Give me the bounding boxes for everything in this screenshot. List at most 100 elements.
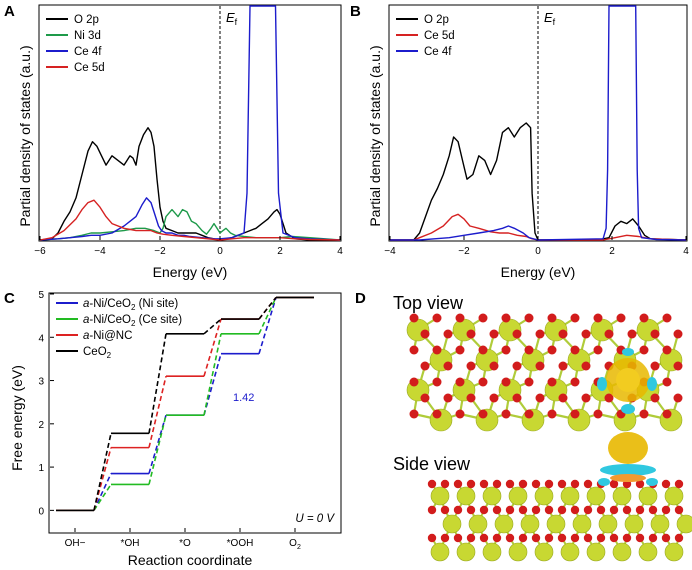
oxygen-atom <box>492 533 502 543</box>
oxygen-atom <box>583 479 593 489</box>
oxygen-atom <box>581 361 591 371</box>
y-tick-label: 1 <box>38 463 44 474</box>
transition-a-ni-ceo2-ni-site <box>93 473 112 511</box>
oxygen-atom <box>635 533 645 543</box>
oxygen-atom <box>512 329 522 339</box>
oxygen-atom <box>544 533 554 543</box>
transition-ceo2 <box>203 318 222 335</box>
x-tick-label: *OOH <box>227 538 254 549</box>
oxygen-atom <box>455 345 465 355</box>
oxygen-atom <box>674 479 684 489</box>
oxygen-atom <box>443 329 453 339</box>
oxygen-atom <box>466 533 476 543</box>
oxygen-atom <box>409 313 419 323</box>
legend-label-o-2p: O 2p <box>424 14 449 26</box>
cerium-atom <box>638 542 658 562</box>
oxygen-atom <box>558 329 568 339</box>
oxygen-atom <box>466 505 476 515</box>
legend-label-a-ni-nc: a-Ni@NC <box>83 330 132 342</box>
panel-c-frame <box>48 292 342 534</box>
oxygen-atom <box>489 393 499 403</box>
oxygen-atom <box>478 345 488 355</box>
series-line-o-2p <box>39 126 340 241</box>
cerium-atom <box>664 486 684 506</box>
x-tick-label: *OH <box>121 538 140 549</box>
oxygen-atom <box>673 393 683 403</box>
oxygen-atom <box>596 533 606 543</box>
oxygen-atom <box>674 533 684 543</box>
oxygen-atom <box>501 345 511 355</box>
series-line-ni-3d <box>39 208 341 241</box>
side-view-label: Side view <box>393 454 471 474</box>
cerium-atom <box>612 486 632 506</box>
oxygen-atom <box>639 345 649 355</box>
oxygen-atom <box>479 505 489 515</box>
panel-letter-d: D <box>355 290 366 307</box>
x-tick-label: OH− <box>65 538 86 549</box>
x-tick-label: O2 <box>289 538 301 551</box>
oxygen-atom <box>518 479 528 489</box>
oxygen-atom <box>524 313 534 323</box>
cerium-atom <box>534 542 554 562</box>
x-tick-label: 0 <box>217 246 223 257</box>
cerium-atom <box>430 542 450 562</box>
panel-a-legend: O 2p Ni 3d Ce 4f Ce 5d <box>46 14 105 74</box>
cerium-atom <box>494 514 514 534</box>
oxygen-atom <box>557 533 567 543</box>
panel-a: A Partial density of states (a.u.) −6 −4−… <box>4 3 343 280</box>
oxygen-atom <box>466 479 476 489</box>
cerium-atom <box>442 514 462 534</box>
oxygen-atom <box>661 479 671 489</box>
oxygen-atom <box>544 479 554 489</box>
cerium-atom <box>468 514 488 534</box>
cerium-atom <box>586 542 606 562</box>
oxygen-atom <box>443 361 453 371</box>
oxygen-atom <box>440 505 450 515</box>
side-view-charge-density <box>598 432 658 486</box>
oxygen-atom <box>524 377 534 387</box>
oxygen-atom <box>453 479 463 489</box>
oxygen-atom <box>570 533 580 543</box>
oxygen-atom <box>650 393 660 403</box>
transition-a-ni-ceo2-ce-site <box>258 297 277 335</box>
series-line-ce-5d <box>390 213 687 241</box>
panel-b-x-ticks: −4 −2 0 2 4 <box>384 236 689 257</box>
legend-label-ce-5d: Ce 5d <box>424 30 455 42</box>
cerium-atom <box>560 542 580 562</box>
charge-depletion-lobe <box>646 478 658 486</box>
panel-c-legend: a-Ni/CeO2 (Ni site) a-Ni/CeO2 (Ce site) a-… <box>56 298 182 360</box>
x-tick-label: −4 <box>94 246 106 257</box>
oxygen-atom <box>492 479 502 489</box>
oxygen-atom <box>518 533 528 543</box>
charge-depletion-lobe <box>621 404 635 414</box>
oxygen-atom <box>535 393 545 403</box>
series-line-ce-5d <box>39 199 341 241</box>
panel-a-xlabel: Energy (eV) <box>153 264 228 280</box>
cerium-atom <box>612 542 632 562</box>
oxygen-atom <box>627 329 637 339</box>
oxygen-atom <box>593 409 603 419</box>
oxygen-atom <box>547 345 557 355</box>
oxygen-atom <box>639 313 649 323</box>
cerium-atom <box>638 486 658 506</box>
oxygen-atom <box>622 505 632 515</box>
charge-depletion-lobe <box>598 478 610 486</box>
oxygen-atom <box>440 533 450 543</box>
top-view-charge-density <box>597 348 657 414</box>
x-tick-label: *O <box>179 538 191 549</box>
panel-b-legend: O 2p Ce 5d Ce 4f <box>396 14 455 58</box>
panel-c-y-ticks: 0 1 2 3 4 5 <box>38 290 54 517</box>
cerium-atom <box>456 486 476 506</box>
panel-d: D Top view Side view <box>355 290 692 562</box>
cerium-atom <box>520 514 540 534</box>
oxygen-atom <box>479 479 489 489</box>
oxygen-atom <box>420 393 430 403</box>
legend-label-ce-4f: Ce 4f <box>424 46 452 58</box>
oxygen-atom <box>662 409 672 419</box>
side-view-atoms <box>427 479 692 562</box>
oxygen-atom <box>420 329 430 339</box>
x-tick-label: 2 <box>277 246 283 257</box>
panel-a-plot-area <box>39 5 341 241</box>
oxygen-atom <box>478 377 488 387</box>
oxygen-atom <box>650 329 660 339</box>
